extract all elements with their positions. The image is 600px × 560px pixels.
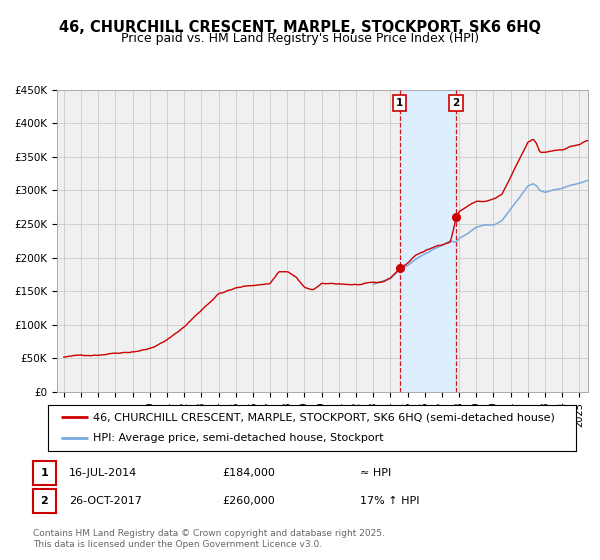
Bar [400, 90, 456, 392]
Text: Contains HM Land Registry data © Crown copyright and database right 2025.
This d: Contains HM Land Registry data © Crown c… [33, 529, 385, 549]
Text: £184,000: £184,000 [222, 468, 275, 478]
Text: 2: 2 [452, 98, 460, 108]
Text: 46, CHURCHILL CRESCENT, MARPLE, STOCKPORT, SK6 6HQ: 46, CHURCHILL CRESCENT, MARPLE, STOCKPOR… [59, 20, 541, 35]
Text: Price paid vs. HM Land Registry's House Price Index (HPI): Price paid vs. HM Land Registry's House … [121, 32, 479, 45]
Text: 17% ↑ HPI: 17% ↑ HPI [360, 496, 419, 506]
Text: 1: 1 [41, 468, 48, 478]
Text: 26-OCT-2017: 26-OCT-2017 [69, 496, 142, 506]
Text: 16-JUL-2014: 16-JUL-2014 [69, 468, 137, 478]
Text: 1: 1 [396, 98, 403, 108]
Text: £260,000: £260,000 [222, 496, 275, 506]
Text: HPI: Average price, semi-detached house, Stockport: HPI: Average price, semi-detached house,… [93, 433, 383, 444]
Text: 2: 2 [41, 496, 48, 506]
Text: ≈ HPI: ≈ HPI [360, 468, 391, 478]
Text: 46, CHURCHILL CRESCENT, MARPLE, STOCKPORT, SK6 6HQ (semi-detached house): 46, CHURCHILL CRESCENT, MARPLE, STOCKPOR… [93, 412, 555, 422]
